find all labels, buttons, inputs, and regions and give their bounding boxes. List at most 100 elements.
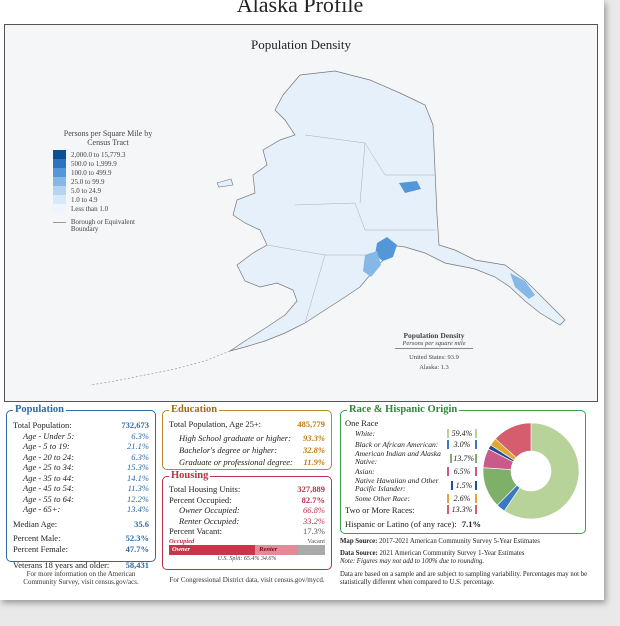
legend-swatch bbox=[53, 150, 66, 159]
race-row: Asian: 6.5% bbox=[345, 466, 477, 477]
legend-label: 2,000.0 to 15,779.3 bbox=[71, 150, 126, 159]
race-label: Black or African American: bbox=[355, 439, 439, 449]
race-label: Native Hawaiian and Other Pacific Island… bbox=[355, 476, 439, 493]
race-label: Two or More Races: bbox=[345, 504, 415, 515]
legend-swatch bbox=[53, 195, 66, 204]
legend-row: 2,000.0 to 15,779.3 bbox=[53, 150, 163, 159]
race-row: Native Hawaiian and Other Pacific Island… bbox=[345, 477, 477, 493]
age-row: Age - 55 to 64: 12.2% bbox=[13, 494, 149, 505]
sources: Map Source: 2017-2021 American Community… bbox=[340, 538, 590, 588]
legend-swatch bbox=[53, 204, 66, 213]
hispanic-label: Hispanic or Latino (of any race): bbox=[345, 519, 457, 529]
housing-panel: Housing Total Housing Units: 327,889 Per… bbox=[162, 470, 332, 570]
owner-value: 66.8% bbox=[303, 505, 325, 515]
race-slice bbox=[503, 422, 580, 520]
population-panel: Population Total Population: 732,673 Age… bbox=[6, 404, 156, 570]
veterans-value: 58,431 bbox=[125, 560, 149, 570]
legend-label: 100.0 to 499.9 bbox=[71, 168, 112, 177]
legend-label: 500.0 to 1,999.9 bbox=[71, 159, 117, 168]
bar-vacant-label: Vacant bbox=[307, 537, 325, 545]
legend-swatch bbox=[53, 186, 66, 195]
matsu-density-shape bbox=[363, 251, 381, 277]
hispanic-value: 7.1% bbox=[461, 519, 481, 529]
footer-left-line1: For more information on the American bbox=[26, 570, 136, 578]
age-label: Age - 45 to 54: bbox=[23, 483, 74, 493]
legend-row: 100.0 to 499.9 bbox=[53, 168, 163, 177]
education-header: Education bbox=[169, 404, 220, 415]
race-row: American Indian and Alaska Native: 13.7% bbox=[345, 450, 477, 466]
race-rows: White: 59.4% Black or African American: 3.0… bbox=[345, 428, 581, 515]
education-row: High School graduate or higher: 93.3% bbox=[169, 432, 325, 444]
age-value: 6.3% bbox=[131, 451, 149, 462]
male-label: Percent Male: bbox=[13, 533, 61, 543]
footer-left-line2: Community Survey, visit census.gov/acs. bbox=[23, 578, 139, 586]
profile-sheet: Alaska Profile Population Density Person… bbox=[0, 0, 604, 600]
renter-label: Renter Occupied: bbox=[179, 515, 240, 526]
age-label: Age - 35 to 44: bbox=[23, 472, 74, 483]
race-percent: 1.5% bbox=[451, 480, 477, 490]
veterans-label: Veterans 18 years and older: bbox=[13, 560, 110, 570]
race-row: Black or African American: 3.0% bbox=[345, 439, 477, 450]
age-label: Age - 5 to 19: bbox=[23, 441, 70, 451]
age-row: Age - 25 to 34: 15.3% bbox=[13, 462, 149, 473]
owner-row: Owner Occupied: 66.8% bbox=[169, 505, 325, 516]
occupied-row: Percent Occupied: 82.7% bbox=[169, 495, 325, 506]
education-value: 93.3% bbox=[303, 432, 325, 443]
st-lawrence-island-shape bbox=[216, 178, 234, 188]
population-total-value: 732,673 bbox=[121, 420, 149, 430]
owner-label: Owner Occupied: bbox=[179, 505, 240, 515]
population-header: Population bbox=[13, 404, 67, 415]
boundary-label: Borough or Equivalent Boundary bbox=[70, 218, 135, 233]
alaska-mainland-shape bbox=[229, 70, 566, 352]
female-row: Percent Female: 47.7% bbox=[13, 544, 149, 555]
legend-title: Persons per Square Mile by Census Tract bbox=[63, 129, 153, 147]
race-label: American Indian and Alaska Native: bbox=[355, 449, 441, 466]
occupied-value: 82.7% bbox=[301, 494, 325, 505]
disclaimer: Data are based on a sample and are subje… bbox=[340, 570, 588, 587]
vacant-value: 17.3% bbox=[303, 526, 325, 536]
age-row: Age - 35 to 44: 14.1% bbox=[13, 473, 149, 484]
race-label: White: bbox=[355, 428, 375, 438]
fairbanks-density-shape bbox=[399, 181, 421, 193]
male-row: Percent Male: 52.3% bbox=[13, 533, 149, 544]
race-label: Some Other Race: bbox=[355, 493, 410, 503]
housing-units-label: Total Housing Units: bbox=[169, 484, 241, 494]
race-percent: 13.3% bbox=[447, 505, 477, 514]
median-age-row: Median Age: 35.6 bbox=[13, 519, 149, 530]
occupancy-bar-labels: Occupied Vacant bbox=[169, 538, 325, 545]
education-label: Bachelor's degree or higher: bbox=[179, 444, 278, 455]
race-donut-chart bbox=[482, 422, 580, 520]
education-row: Bachelor's degree or higher: 32.8% bbox=[169, 444, 325, 456]
age-value: 6.3% bbox=[131, 430, 149, 441]
male-value: 52.3% bbox=[125, 533, 149, 543]
race-percent: 2.6% bbox=[447, 494, 477, 503]
race-row: Two or More Races: 13.3% bbox=[345, 504, 477, 515]
renter-value: 33.2% bbox=[303, 515, 325, 526]
education-total-label: Total Population, Age 25+: bbox=[169, 419, 262, 429]
borough-boundary-lines bbox=[266, 134, 435, 324]
age-value: 15.3% bbox=[127, 462, 149, 472]
race-percent: 3.0% bbox=[447, 440, 477, 449]
race-percent: 6.5% bbox=[447, 467, 477, 476]
occupied-label: Percent Occupied: bbox=[169, 494, 232, 505]
race-panel: Race & Hispanic Origin One Race White: 59… bbox=[340, 404, 586, 534]
occupancy-bar: Owner Renter bbox=[169, 544, 325, 555]
map-frame: Population Density Persons per Square Mi… bbox=[4, 24, 598, 402]
map-source-text: 2017-2021 American Community Survey 5-Ye… bbox=[379, 538, 540, 545]
legend-boundary: Borough or Equivalent Boundary bbox=[53, 219, 163, 233]
rounding-note: Note: Figures may not add to 100% due to… bbox=[340, 558, 485, 565]
legend-swatch bbox=[53, 168, 66, 177]
age-row: Age - 45 to 54: 11.3% bbox=[13, 483, 149, 494]
owner-fill bbox=[169, 544, 256, 555]
median-age-label: Median Age: bbox=[13, 518, 58, 529]
alaska-map bbox=[89, 70, 566, 386]
legend-label: Less than 1.0 bbox=[71, 204, 109, 213]
legend-swatch bbox=[53, 177, 66, 186]
legend-row: 500.0 to 1,999.9 bbox=[53, 159, 163, 168]
density-us: United States: 93.9 bbox=[409, 354, 459, 361]
age-value: 21.1% bbox=[127, 441, 149, 451]
data-source: Data Source: 2021 American Community Sur… bbox=[340, 550, 590, 559]
map-legend: Persons per Square Mile by Census Tract … bbox=[53, 129, 163, 233]
bar-occupied-label: Occupied bbox=[169, 537, 195, 545]
housing-units-row: Total Housing Units: 327,889 bbox=[169, 484, 325, 495]
